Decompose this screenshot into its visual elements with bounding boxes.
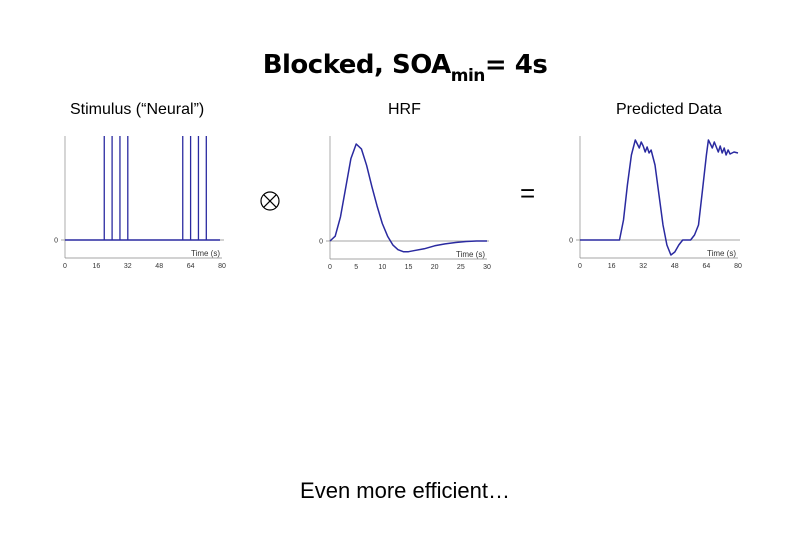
x-tick-label: 16 <box>608 263 616 270</box>
equals-sign: = <box>520 178 536 208</box>
title-main: Blocked, SOA <box>262 50 452 80</box>
x-tick-label: 0 <box>328 264 332 271</box>
x-tick-label: 32 <box>639 263 647 270</box>
stimulus-plot: 0 0 16 32 48 64 80 Time (s) <box>54 136 226 270</box>
x-tick-label: 20 <box>431 264 439 271</box>
x-tick-label: 80 <box>218 263 226 270</box>
predicted-line <box>580 139 739 256</box>
predicted-plot: 0 0 16 32 48 64 80 Time (s) <box>569 136 742 270</box>
x-axis-label: Time (s) <box>456 250 485 259</box>
x-tick-label: 48 <box>155 263 163 270</box>
x-axis-label: Time (s) <box>707 249 736 258</box>
x-tick-label: 64 <box>187 263 195 270</box>
x-tick-label: 0 <box>578 263 582 270</box>
title-subscript: min <box>450 66 486 86</box>
x-tick-label: 64 <box>703 263 711 270</box>
x-tick-label: 10 <box>378 264 386 271</box>
title-suffix: = 4s <box>484 50 548 80</box>
y-tick-label: 0 <box>54 238 58 245</box>
hrf-line <box>329 143 487 253</box>
slide-title: Blocked, SOAmin= 4s <box>0 50 810 86</box>
x-tick-label: 5 <box>354 264 358 271</box>
x-axis-label: Time (s) <box>191 249 220 258</box>
x-tick-label: 25 <box>457 264 465 271</box>
predicted-label: Predicted Data <box>616 101 722 118</box>
x-tick-label: 48 <box>671 263 679 270</box>
x-tick-label: 32 <box>124 263 132 270</box>
x-tick-label: 16 <box>93 263 101 270</box>
stimulus-label: Stimulus (“Neural”) <box>70 101 205 118</box>
x-tick-label: 15 <box>405 264 413 271</box>
hrf-label: HRF <box>388 101 421 118</box>
x-tick-label: 80 <box>734 263 742 270</box>
footer-text: Even more efficient… <box>300 478 510 503</box>
x-tick-label: 0 <box>63 263 67 270</box>
y-tick-label: 0 <box>569 238 573 245</box>
convolve-operator <box>260 191 280 211</box>
y-tick-label: 0 <box>319 239 323 246</box>
hrf-plot: 0 0 5 10 15 20 25 30 Time (s) <box>319 136 491 271</box>
x-tick-label: 30 <box>483 264 491 271</box>
